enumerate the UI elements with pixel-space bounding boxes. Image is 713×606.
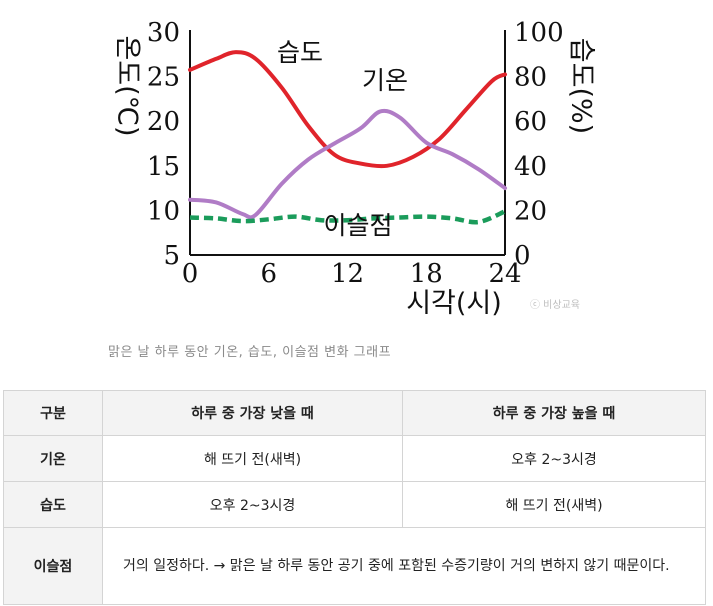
left-tick-label: 5 (163, 241, 180, 271)
cell-temperature-low: 해 뜨기 전(새벽) (102, 435, 403, 482)
x-ticks: 0 6 12 18 24 (182, 259, 522, 289)
row-label-humidity: 습도 (3, 481, 103, 528)
table-row: 이슬점 거의 일정하다. → 맑은 날 하루 동안 공기 중에 포함된 수증기량… (3, 527, 706, 605)
cell-temperature-high: 오후 2~3시경 (402, 435, 706, 482)
plot-area (188, 30, 507, 256)
left-axis-title-text: 온도(℃) (112, 35, 143, 136)
x-axis-title: 시각(시) (406, 288, 502, 319)
series-line-temperature (188, 108, 507, 220)
x-tick-label: 24 (488, 259, 521, 289)
right-tick-label: 0 (514, 241, 531, 271)
left-tick-label: 10 (147, 196, 180, 226)
chart-caption: 맑은 날 하루 동안 기온, 습도, 이슬점 변화 그래프 (108, 345, 392, 360)
x-tick-label: 18 (410, 259, 443, 289)
row-label-dewpoint: 이슬점 (3, 527, 103, 605)
left-tick-label: 15 (147, 152, 180, 182)
series-line-humidity (188, 50, 507, 169)
right-y-ticks: 0 20 40 60 80 100 (514, 18, 564, 271)
right-tick-label: 20 (514, 196, 547, 226)
cell-humidity-high: 해 뜨기 전(새벽) (402, 481, 706, 528)
series-label-temperature: 기온 (362, 66, 408, 95)
left-axis-title: 온도(℃) (112, 35, 143, 136)
cell-dewpoint-note: 거의 일정하다. → 맑은 날 하루 동안 공기 중에 포함된 수증기량이 거의… (102, 527, 706, 605)
x-tick-label: 6 (260, 259, 277, 289)
series-label-humidity: 습도 (277, 38, 323, 67)
x-tick-label: 0 (182, 259, 199, 289)
table-header-row: 구분 하루 중 가장 낮을 때 하루 중 가장 높을 때 (3, 390, 706, 436)
right-tick-label: 100 (514, 18, 564, 48)
table-header-category: 구분 (3, 390, 103, 436)
left-tick-label: 30 (147, 18, 180, 48)
right-tick-label: 40 (514, 152, 547, 182)
right-axis-title-text: 습도(%) (566, 38, 597, 134)
cell-humidity-low: 오후 2~3시경 (102, 481, 403, 528)
table-row: 습도 오후 2~3시경 해 뜨기 전(새벽) (3, 481, 706, 528)
row-label-temperature: 기온 (3, 435, 103, 482)
table-row: 기온 해 뜨기 전(새벽) 오후 2~3시경 (3, 435, 706, 482)
series-line-dewpoint (189, 209, 506, 225)
right-tick-label: 60 (514, 107, 547, 137)
series-label-dewpoint: 이슬점 (323, 211, 392, 240)
left-tick-label: 20 (147, 107, 180, 137)
watermark: ⓒ 비상교육 (530, 299, 580, 311)
left-tick-label: 25 (147, 63, 180, 93)
x-tick-label: 12 (331, 259, 364, 289)
table-header-lowest: 하루 중 가장 낮을 때 (102, 390, 403, 436)
summary-table: 구분 하루 중 가장 낮을 때 하루 중 가장 높을 때 기온 해 뜨기 전(새… (3, 390, 706, 605)
right-tick-label: 80 (514, 63, 547, 93)
table-header-highest: 하루 중 가장 높을 때 (402, 390, 706, 436)
right-axis-title: 습도(%) (566, 38, 597, 134)
left-y-ticks: 5 10 15 20 25 30 (147, 18, 180, 271)
